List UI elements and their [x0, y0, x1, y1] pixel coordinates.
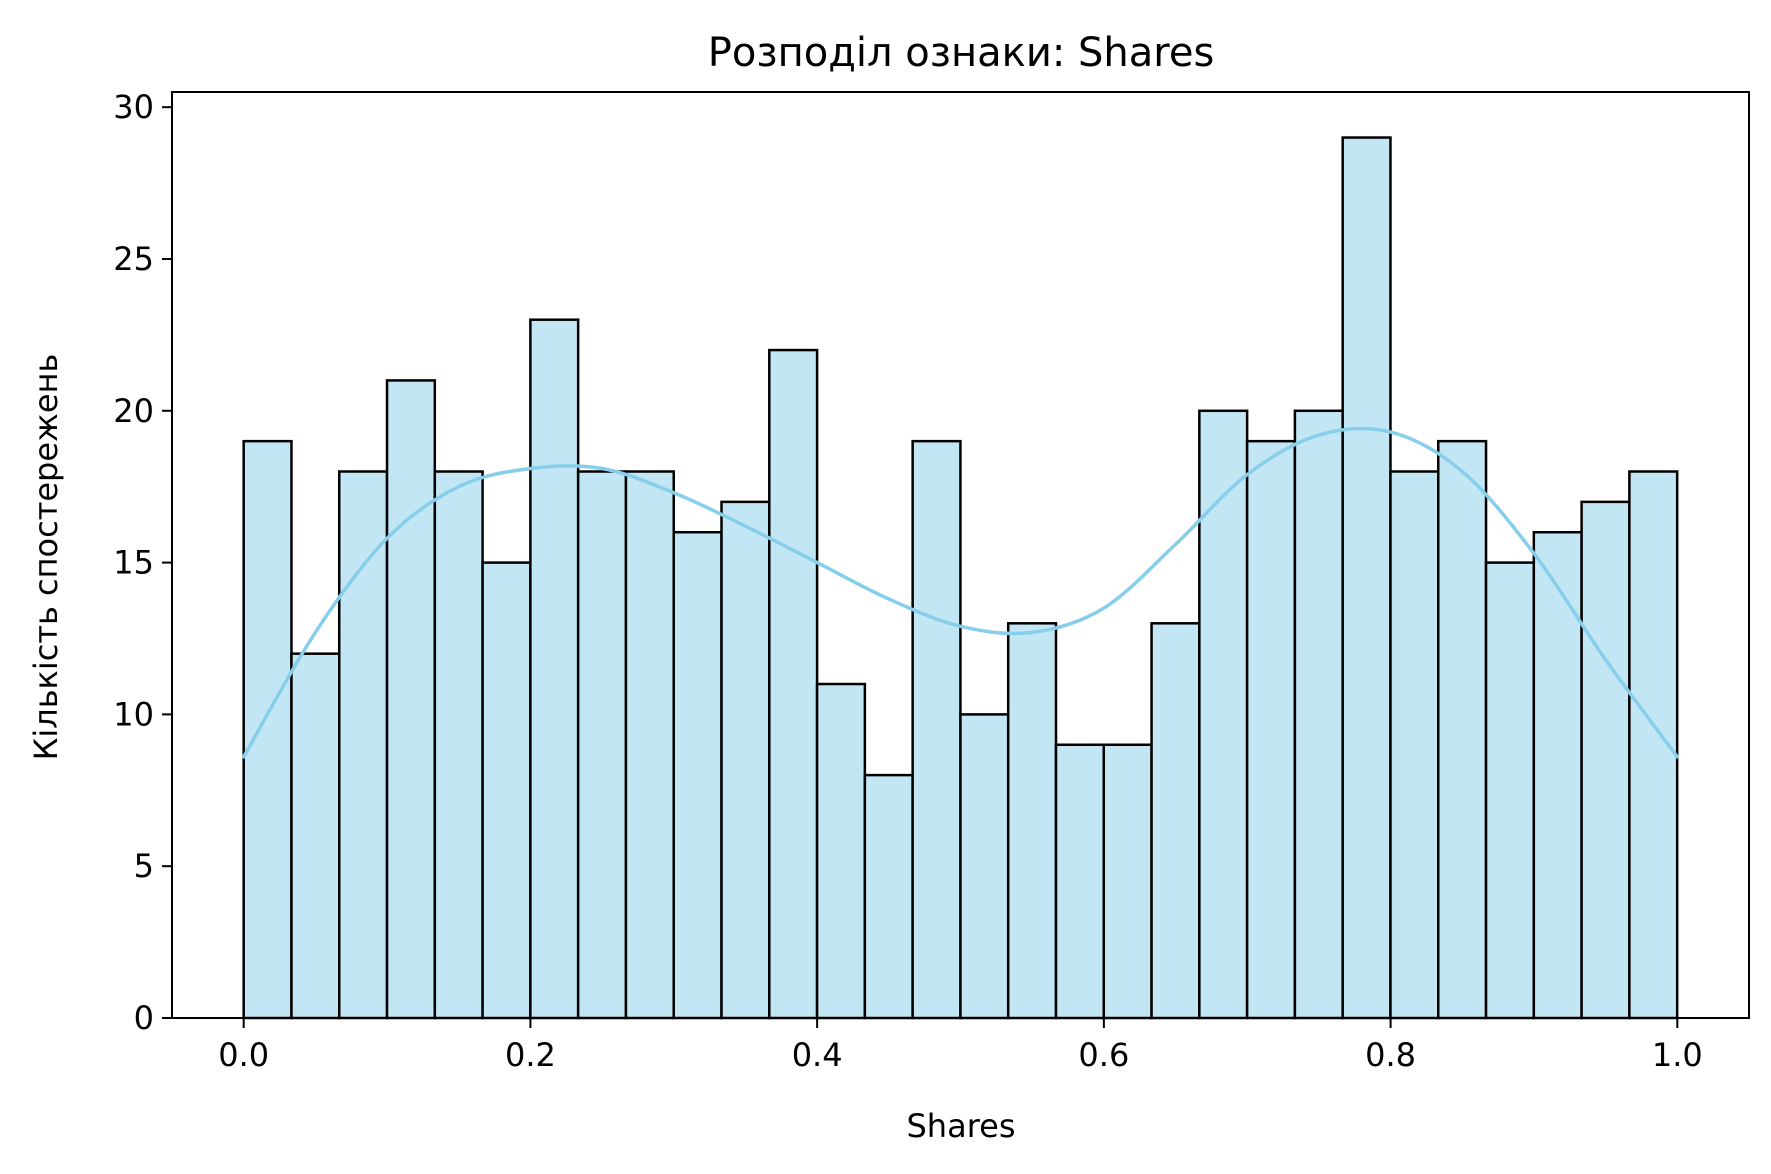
- histogram-bar: [385, 379, 437, 1020]
- x-tick-label: 0.4: [792, 1036, 843, 1074]
- histogram-bar: [1102, 743, 1153, 1020]
- histogram-bar: [1293, 409, 1344, 1020]
- y-axis-label: Кількість спостережень: [27, 354, 65, 761]
- histogram-bar: [242, 439, 293, 1020]
- histogram-bar: [337, 470, 389, 1020]
- histogram-bar: [1628, 470, 1679, 1020]
- histogram-bar: [624, 470, 675, 1020]
- x-tick-label: 0.8: [1365, 1036, 1416, 1074]
- histogram-bar: [815, 682, 867, 1020]
- histogram-bar: [1054, 743, 1106, 1020]
- y-tick-label: 10: [113, 695, 154, 733]
- x-axis: 0.0 0.2 0.4 0.6 0.8 1.0: [218, 1018, 1703, 1074]
- histogram-bar: [576, 470, 628, 1020]
- histogram-bar: [1484, 561, 1536, 1020]
- histogram-bar: [433, 470, 484, 1020]
- histogram-bar: [959, 713, 1010, 1020]
- y-tick-label: 25: [113, 240, 154, 278]
- histogram-bar: [1532, 530, 1583, 1020]
- histogram-bar: [1198, 409, 1249, 1020]
- y-tick-label: 5: [134, 847, 154, 885]
- y-axis: 0 5 10 15 20 25 30: [113, 88, 172, 1037]
- x-tick-label: 1.0: [1652, 1036, 1703, 1074]
- histogram-bar: [290, 652, 341, 1020]
- plot-frame: [171, 91, 1750, 1019]
- histogram-bar: [863, 773, 914, 1020]
- histogram-bar: [1245, 439, 1297, 1020]
- histogram-bar: [1150, 622, 1201, 1020]
- histogram-bar: [1006, 622, 1058, 1020]
- x-axis-label: Shares: [906, 1107, 1015, 1145]
- histogram-bar: [720, 500, 771, 1020]
- histogram-bar: [1341, 136, 1392, 1020]
- chart-title: Розподіл ознаки: Shares: [708, 30, 1215, 76]
- histogram-bar: [768, 348, 819, 1020]
- y-tick-label: 30: [113, 88, 154, 126]
- x-tick-label: 0.6: [1078, 1036, 1129, 1074]
- kde-curve: [241, 426, 1680, 759]
- plot-area: [241, 136, 1680, 1020]
- y-tick-label: 15: [113, 544, 154, 582]
- histogram-bar: [672, 530, 723, 1020]
- histogram-bar: [1437, 439, 1488, 1020]
- y-tick-label: 20: [113, 392, 154, 430]
- x-tick-label: 0.2: [505, 1036, 556, 1074]
- histogram-bar: [529, 318, 580, 1020]
- histogram-bar: [481, 561, 532, 1020]
- histogram-bar: [1389, 470, 1440, 1020]
- x-tick-label: 0.0: [218, 1036, 269, 1074]
- y-tick-label: 0: [134, 999, 154, 1037]
- histogram-bar: [1580, 500, 1631, 1020]
- histogram-bar: [911, 439, 962, 1020]
